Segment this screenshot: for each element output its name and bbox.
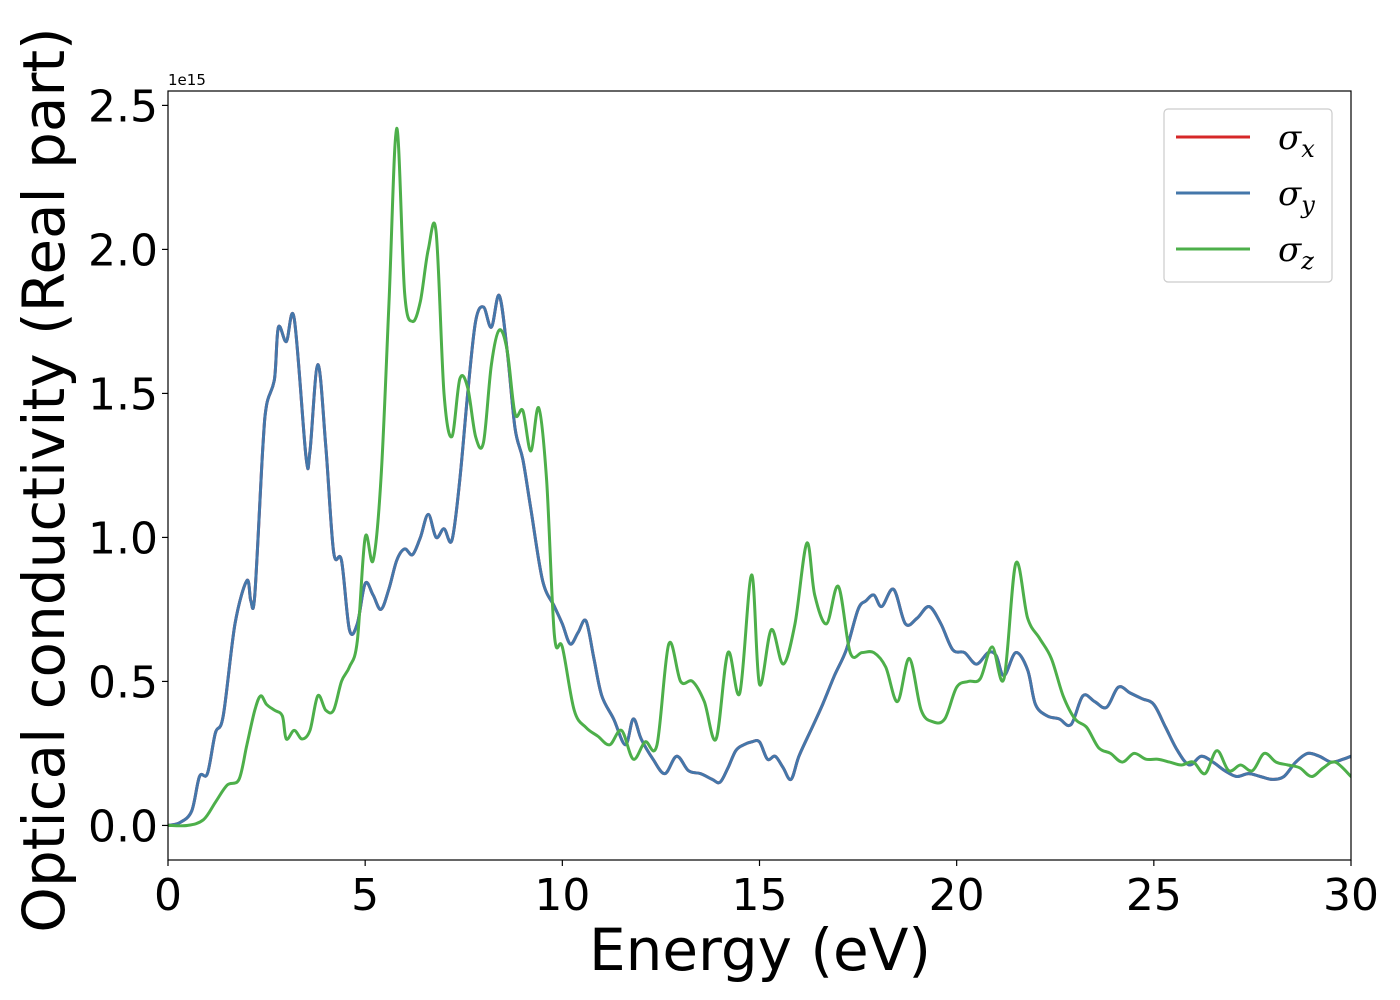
legend-box [1163, 108, 1333, 283]
series-line-sigma-z [168, 126, 1351, 828]
legend-items: σx σy σz [1176, 118, 1315, 275]
x-axis-ticks: 0 5 10 15 20 25 30 [154, 860, 1379, 921]
x-tick-label: 20 [929, 870, 985, 921]
y-tick-label: 1.5 [88, 369, 158, 420]
y-tick-label: 2.0 [88, 225, 158, 276]
x-tick-label: 15 [732, 870, 788, 921]
x-tick-label: 10 [534, 870, 590, 921]
y-axis-ticks: 0.0 0.5 1.0 1.5 2.0 2.5 [88, 81, 168, 852]
legend-label-sigma-z: σz [1278, 230, 1314, 275]
legend-label-sigma-x: σx [1278, 118, 1315, 163]
y-tick-label: 0.0 [88, 801, 158, 852]
y-tick-label: 1.0 [88, 513, 158, 564]
series-layer [168, 126, 1351, 828]
legend-label-sigma-y: σy [1278, 174, 1315, 219]
x-tick-label: 5 [351, 870, 379, 921]
legend: σx σy σz [1163, 108, 1333, 283]
y-tick-label: 2.5 [88, 81, 158, 132]
x-tick-label: 0 [154, 870, 182, 921]
x-tick-label: 30 [1323, 870, 1379, 921]
y-axis-title: Optical conductivity (Real part) [10, 27, 78, 932]
y-tick-label: 0.5 [88, 657, 158, 708]
x-axis-title: Energy (eV) [589, 916, 931, 984]
y-offset-text: 1e15 [168, 71, 206, 89]
series-line-sigma-y [168, 293, 1351, 827]
x-tick-label: 25 [1126, 870, 1182, 921]
